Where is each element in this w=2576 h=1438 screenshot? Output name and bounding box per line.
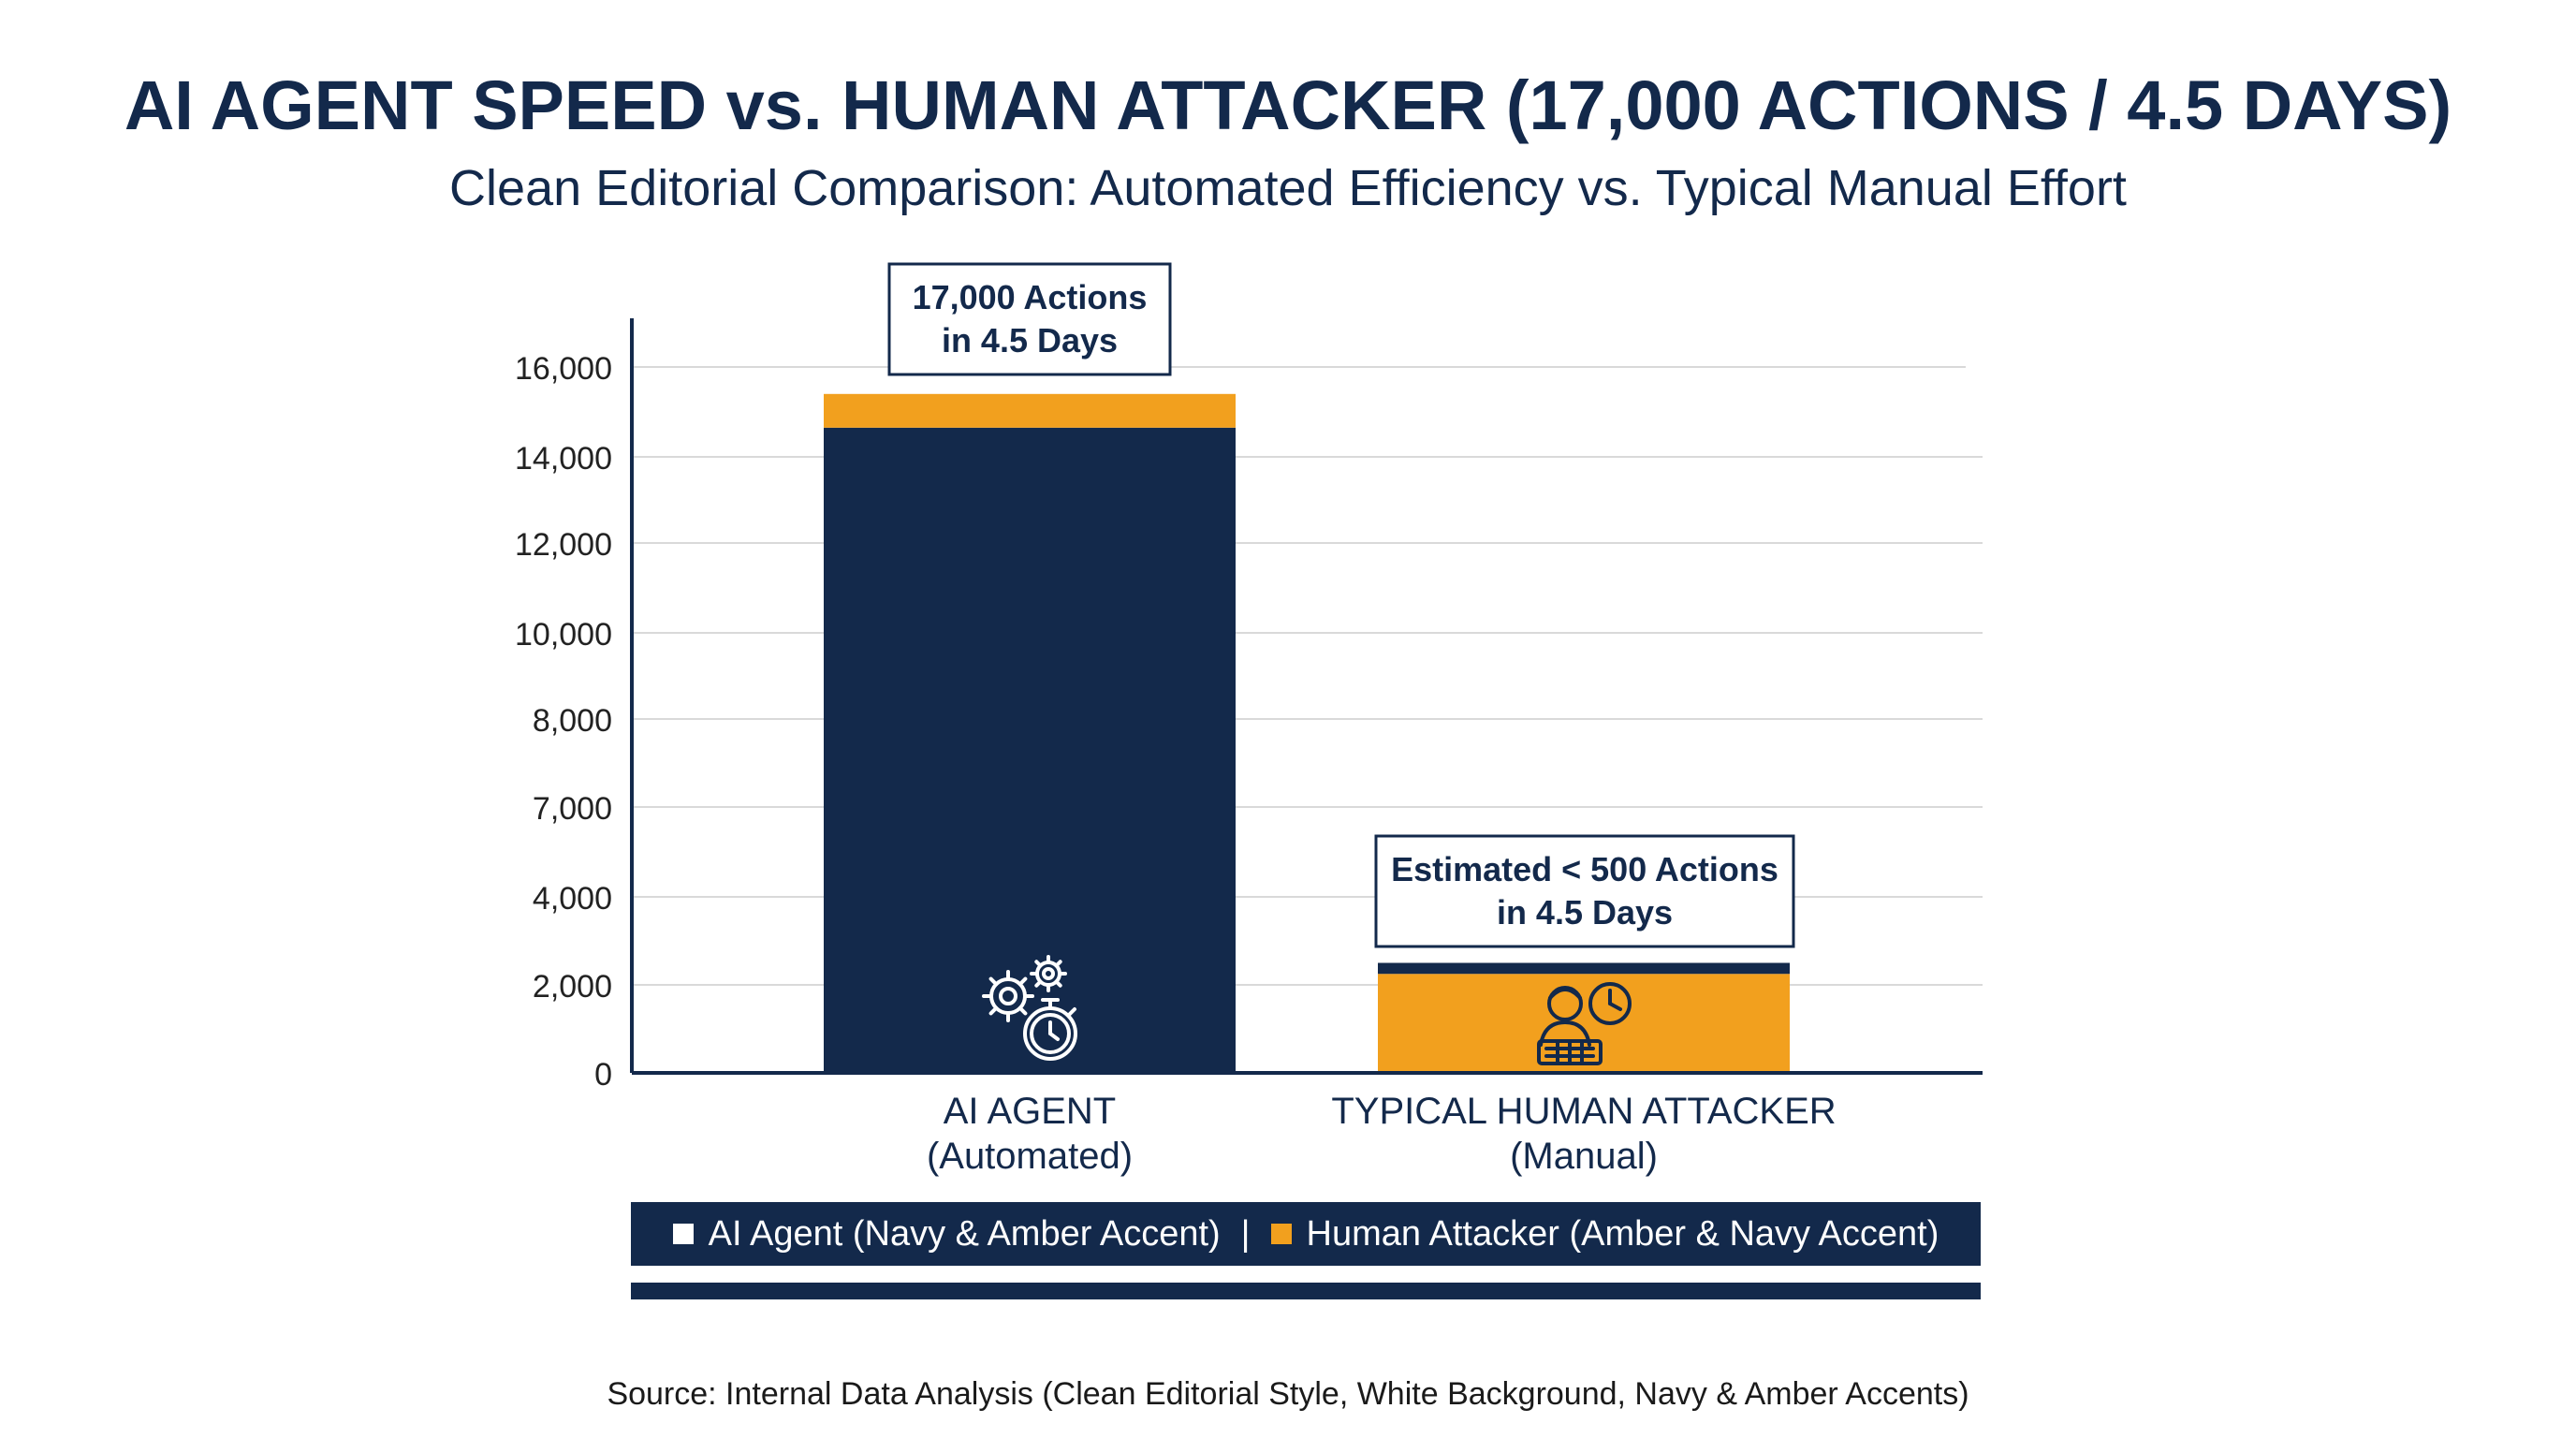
chart-subtitle: Clean Editorial Comparison: Automated Ef… [449, 160, 2127, 216]
bar-icons [982, 955, 1632, 1065]
annotations: 17,000 Actions in 4.5 Days Estimated < 500… [887, 262, 1795, 948]
legend-separator: | [1240, 1213, 1251, 1254]
y-tick-label: 10,000 [515, 617, 612, 653]
gears-stopwatch-icon [982, 955, 1077, 1061]
y-tick-label: 8,000 [533, 703, 612, 739]
annotation-box [1374, 834, 1795, 948]
bar-main [824, 427, 1236, 1073]
x-category-sublabel: (Automated) [927, 1136, 1133, 1177]
x-category-label: TYPICAL HUMAN ATTACKER [1331, 1091, 1836, 1132]
axes [630, 318, 1983, 1075]
source-note: Source: Internal Data Analysis (Clean Ed… [607, 1376, 1969, 1412]
bar-cap [1378, 962, 1790, 975]
person-computer-clock-icon [1537, 982, 1632, 1065]
y-tick-label: 16,000 [515, 351, 612, 387]
legend-label-ai-agent: AI Agent (Navy & Amber Accent) [708, 1213, 1221, 1254]
bars [824, 393, 1790, 1073]
legend-item-human-attacker: Human Attacker (Amber & Navy Accent) [1270, 1213, 1939, 1255]
legend-swatch-human-attacker [1270, 1224, 1292, 1244]
annotation-text: 17,000 Actions [913, 278, 1148, 316]
category-labels: AI AGENT(Automated) TYPICAL HUMAN ATTACKE… [927, 1091, 1837, 1177]
annotation-box [887, 262, 1172, 376]
annotation-text: in 4.5 Days [1497, 893, 1673, 932]
legend-underline [631, 1283, 1981, 1299]
chart-title: AI AGENT SPEED vs. HUMAN ATTACKER (17,00… [124, 66, 2452, 144]
y-tick-label: 12,000 [515, 527, 612, 563]
legend-label-human-attacker: Human Attacker (Amber & Navy Accent) [1306, 1213, 1939, 1254]
legend-item-ai-agent: AI Agent (Navy & Amber Accent) [672, 1213, 1221, 1255]
bar-cap [824, 393, 1236, 428]
annotation-text: Estimated < 500 Actions [1391, 850, 1778, 888]
y-tick-label: 14,000 [515, 441, 612, 477]
y-tick-label: 0 [594, 1057, 612, 1093]
y-tick-label: 4,000 [533, 881, 612, 917]
y-axis-ticks: 0 2,000 4,000 7,000 8,000 10,000 12,000 14,000 1… [515, 351, 612, 1093]
y-tick-label: 7,000 [533, 791, 612, 827]
legend-swatch-ai-agent [672, 1224, 694, 1244]
x-category-label: AI AGENT [944, 1091, 1117, 1132]
annotation-text: in 4.5 Days [942, 321, 1118, 360]
legend: AI Agent (Navy & Amber Accent) | Human A… [631, 1202, 1981, 1266]
y-tick-label: 2,000 [533, 969, 612, 1005]
x-category-sublabel: (Manual) [1510, 1136, 1658, 1177]
